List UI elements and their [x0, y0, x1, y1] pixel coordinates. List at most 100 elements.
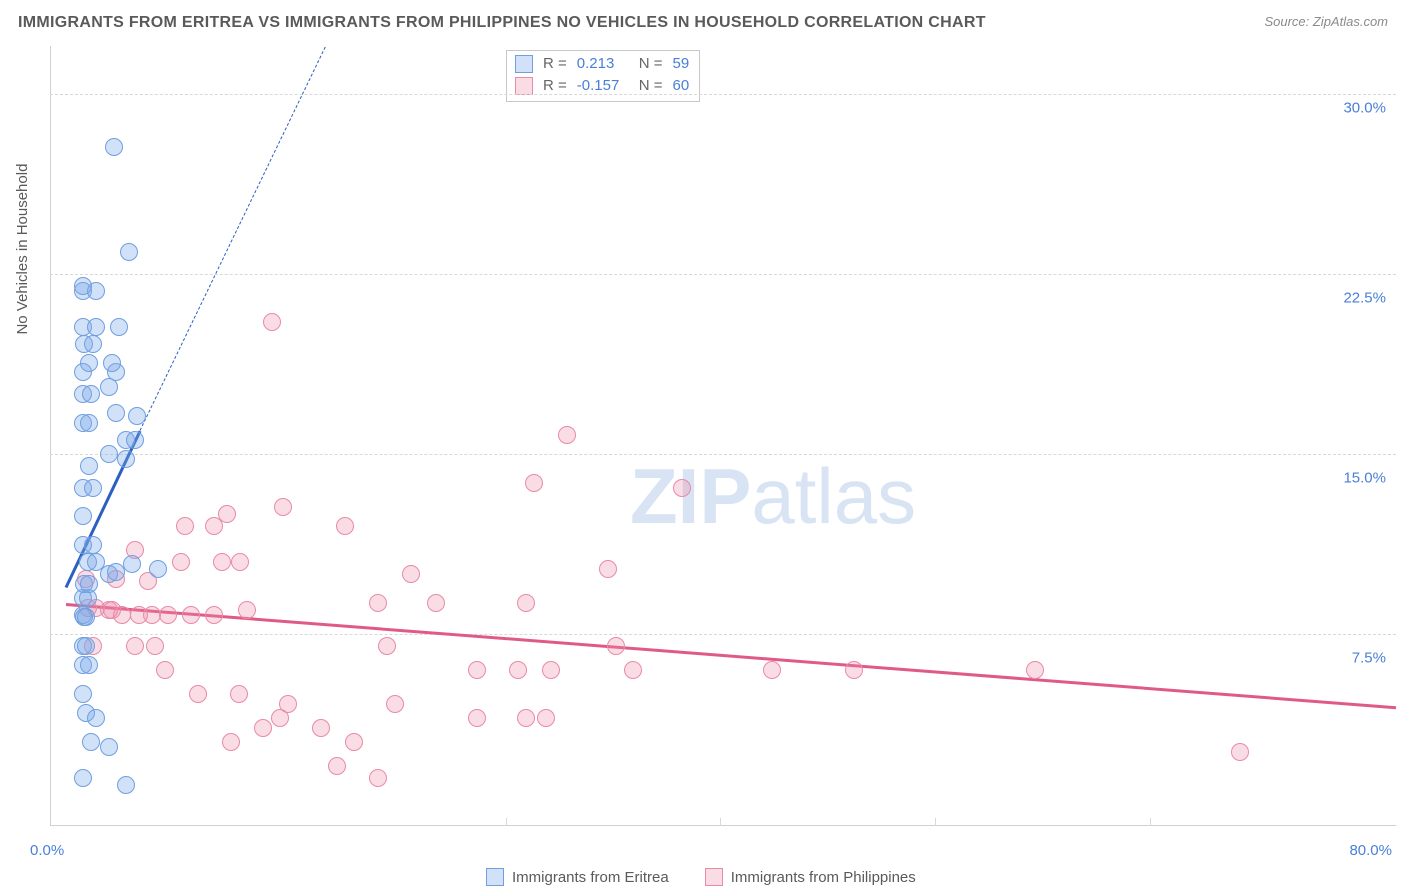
gridline-v [935, 818, 936, 826]
data-point-eritrea [117, 776, 135, 794]
data-point-philippines [525, 474, 543, 492]
data-point-philippines [558, 426, 576, 444]
data-point-eritrea [126, 431, 144, 449]
data-point-eritrea [149, 560, 167, 578]
data-point-philippines [468, 709, 486, 727]
chart-container: IMMIGRANTS FROM ERITREA VS IMMIGRANTS FR… [0, 0, 1406, 892]
legend-swatch [515, 55, 533, 73]
data-point-philippines [345, 733, 363, 751]
data-point-eritrea [84, 335, 102, 353]
data-point-philippines [378, 637, 396, 655]
data-point-eritrea [74, 769, 92, 787]
r-value: 0.213 [577, 53, 629, 75]
data-point-philippines [542, 661, 560, 679]
legend-label: Immigrants from Philippines [731, 869, 916, 886]
chart-title: IMMIGRANTS FROM ERITREA VS IMMIGRANTS FR… [18, 14, 986, 31]
y-tick-label: 30.0% [1343, 100, 1386, 117]
data-point-philippines [205, 606, 223, 624]
data-point-eritrea [77, 637, 95, 655]
data-point-eritrea [120, 243, 138, 261]
data-point-philippines [328, 757, 346, 775]
data-point-philippines [427, 594, 445, 612]
data-point-philippines [599, 560, 617, 578]
data-point-philippines [537, 709, 555, 727]
gridline-h [50, 454, 1396, 455]
data-point-philippines [386, 695, 404, 713]
source-label: Source: ZipAtlas.com [1264, 14, 1388, 29]
gridline-h [50, 94, 1396, 95]
data-point-philippines [218, 505, 236, 523]
data-point-eritrea [128, 407, 146, 425]
data-point-eritrea [107, 404, 125, 422]
data-point-philippines [238, 601, 256, 619]
legend-swatch [515, 77, 533, 95]
data-point-philippines [146, 637, 164, 655]
data-point-eritrea [107, 563, 125, 581]
data-point-philippines [156, 661, 174, 679]
watermark-rest: atlas [751, 452, 916, 540]
gridline-v [720, 818, 721, 826]
data-point-eritrea [80, 575, 98, 593]
data-point-philippines [624, 661, 642, 679]
data-point-eritrea [82, 385, 100, 403]
data-point-philippines [271, 709, 289, 727]
legend-row: R =0.213N =59 [515, 53, 689, 75]
data-point-philippines [213, 553, 231, 571]
data-point-philippines [172, 553, 190, 571]
y-tick-label: 15.0% [1343, 470, 1386, 487]
gridline-v [1150, 818, 1151, 826]
data-point-philippines [182, 606, 200, 624]
y-tick-label: 7.5% [1352, 650, 1386, 667]
data-point-philippines [336, 517, 354, 535]
data-point-philippines [1231, 743, 1249, 761]
data-point-philippines [263, 313, 281, 331]
watermark: ZIPatlas [630, 451, 916, 542]
data-point-philippines [143, 606, 161, 624]
data-point-philippines [254, 719, 272, 737]
data-point-philippines [222, 733, 240, 751]
data-point-philippines [763, 661, 781, 679]
data-point-eritrea [87, 709, 105, 727]
data-point-eritrea [103, 354, 121, 372]
y-tick-label: 22.5% [1343, 290, 1386, 307]
gridline-h [50, 274, 1396, 275]
data-point-philippines [468, 661, 486, 679]
legend-label: Immigrants from Eritrea [512, 869, 669, 886]
legend-swatch [486, 868, 504, 886]
data-point-philippines [1026, 661, 1044, 679]
data-point-eritrea [117, 450, 135, 468]
data-point-philippines [369, 769, 387, 787]
data-point-eritrea [87, 318, 105, 336]
r-label: R = [543, 53, 567, 75]
data-point-eritrea [80, 656, 98, 674]
title-bar: IMMIGRANTS FROM ERITREA VS IMMIGRANTS FR… [18, 14, 1388, 38]
gridline-v [506, 818, 507, 826]
legend-swatch [705, 868, 723, 886]
data-point-eritrea [80, 457, 98, 475]
data-point-philippines [189, 685, 207, 703]
data-point-philippines [312, 719, 330, 737]
y-axis-line [50, 46, 51, 825]
data-point-philippines [369, 594, 387, 612]
data-point-philippines [176, 517, 194, 535]
n-value: 59 [673, 53, 690, 75]
x-max-label: 80.0% [1349, 842, 1392, 859]
data-point-philippines [517, 709, 535, 727]
trend-line-extrapolated [140, 46, 326, 430]
data-point-philippines [845, 661, 863, 679]
data-point-eritrea [100, 445, 118, 463]
data-point-eritrea [84, 479, 102, 497]
data-point-eritrea [77, 608, 95, 626]
data-point-philippines [402, 565, 420, 583]
data-point-eritrea [84, 536, 102, 554]
data-point-philippines [673, 479, 691, 497]
data-point-philippines [509, 661, 527, 679]
data-point-eritrea [82, 733, 100, 751]
data-point-philippines [274, 498, 292, 516]
data-point-philippines [113, 606, 131, 624]
plot-area: ZIPatlas R =0.213N =59R =-0.157N =60 7.5… [50, 46, 1396, 826]
gridline-h [50, 634, 1396, 635]
data-point-eritrea [123, 555, 141, 573]
data-point-eritrea [80, 414, 98, 432]
series-legend: Immigrants from Eritrea Immigrants from P… [486, 868, 944, 886]
